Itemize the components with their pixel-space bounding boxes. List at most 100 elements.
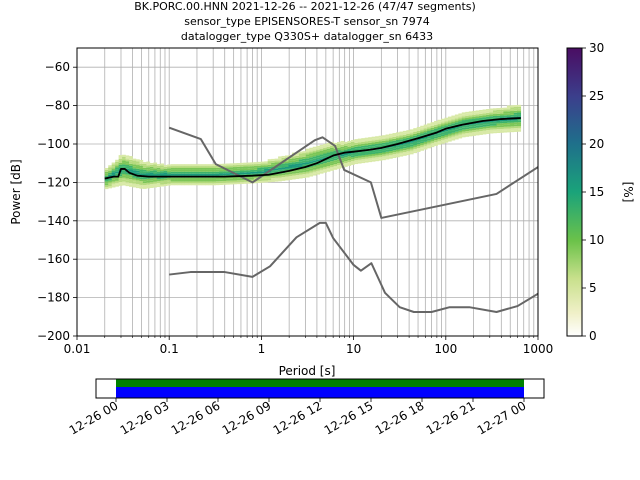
density-cell <box>468 126 473 129</box>
density-cell <box>458 115 463 118</box>
density-cell <box>129 179 133 182</box>
density-cell <box>427 129 431 132</box>
coverage-tick-label: 12-27 00 <box>475 398 529 437</box>
density-cell <box>267 164 272 167</box>
density-cell <box>378 153 383 155</box>
density-cell <box>267 166 272 169</box>
density-cell <box>170 183 175 186</box>
density-cell <box>357 144 362 147</box>
density-cell <box>302 176 307 179</box>
density-cell <box>451 130 456 133</box>
density-cell <box>489 108 494 111</box>
density-cell <box>437 137 442 139</box>
density-cell <box>489 121 494 124</box>
density-cell <box>486 126 490 129</box>
density-cell <box>420 144 424 147</box>
density-cell <box>170 179 175 182</box>
density-cell <box>205 173 210 176</box>
density-cell <box>309 161 314 164</box>
density-cell <box>409 135 414 138</box>
density-cell <box>198 179 203 182</box>
density-cell <box>475 131 480 134</box>
density-cell <box>187 171 192 174</box>
density-cell <box>219 181 223 184</box>
density-cell <box>395 141 400 144</box>
density-cell <box>146 169 151 172</box>
density-cell <box>156 169 161 172</box>
density-cell <box>475 121 480 124</box>
density-cell <box>184 171 189 174</box>
density-cell <box>354 158 359 161</box>
density-cell <box>309 149 314 152</box>
density-cell <box>444 131 449 134</box>
density-cell <box>444 134 449 137</box>
series-line-high-noise-model <box>168 126 538 219</box>
density-cell <box>111 172 116 175</box>
density-cell <box>233 165 237 168</box>
density-cell <box>472 118 476 121</box>
density-cell <box>499 113 504 116</box>
density-cell <box>142 179 147 182</box>
density-cell <box>312 158 317 161</box>
density-cell <box>385 157 390 160</box>
colorbar-gradient <box>566 47 583 337</box>
density-cell <box>156 167 161 170</box>
density-cell <box>340 154 345 157</box>
density-cell <box>239 180 244 183</box>
density-cell <box>354 160 359 163</box>
density-cell <box>444 138 449 141</box>
density-cell <box>316 145 320 148</box>
density-cell <box>288 178 293 180</box>
density-cell <box>170 181 175 184</box>
density-cell <box>427 123 431 126</box>
density-cell <box>420 125 424 128</box>
density-cell <box>115 182 119 185</box>
density-cell <box>139 165 144 168</box>
density-cell <box>357 155 362 158</box>
density-cell <box>461 118 466 121</box>
density-cell <box>135 186 140 189</box>
density-cell <box>319 152 324 155</box>
density-cell <box>125 166 130 169</box>
density-cell <box>430 122 435 125</box>
density-cell <box>316 151 320 154</box>
density-cell <box>434 124 438 127</box>
density-cell <box>278 177 282 180</box>
density-cell <box>472 132 476 134</box>
density-cell <box>350 141 355 144</box>
density-cell <box>312 169 317 172</box>
density-cell <box>493 131 497 134</box>
density-cell <box>229 165 234 168</box>
density-cell <box>236 172 241 175</box>
density-cell <box>489 125 494 128</box>
density-cell <box>347 152 352 155</box>
density-cell <box>191 183 196 186</box>
density-cell <box>239 178 244 181</box>
density-cell <box>465 125 470 128</box>
density-cell <box>493 114 497 116</box>
density-cell <box>111 181 116 184</box>
density-cell <box>333 165 338 168</box>
density-cell <box>441 126 445 129</box>
density-cell <box>108 167 112 170</box>
density-cell <box>122 156 126 159</box>
density-cell <box>423 147 428 150</box>
density-cell <box>142 165 147 168</box>
density-cell <box>219 167 223 170</box>
density-cell <box>181 171 185 174</box>
density-cell <box>316 159 320 162</box>
density-cell <box>447 133 452 136</box>
density-cell <box>416 138 421 141</box>
density-cell <box>333 162 338 165</box>
density-cell <box>281 161 286 164</box>
density-cell <box>264 165 268 168</box>
density-cell <box>132 160 137 163</box>
density-cell <box>489 120 494 122</box>
density-cell <box>208 166 213 168</box>
density-cell <box>170 164 175 167</box>
density-cell <box>395 147 400 150</box>
density-cell <box>201 168 206 170</box>
density-cell <box>142 169 147 172</box>
density-cell <box>482 124 487 127</box>
density-cell <box>496 108 501 110</box>
